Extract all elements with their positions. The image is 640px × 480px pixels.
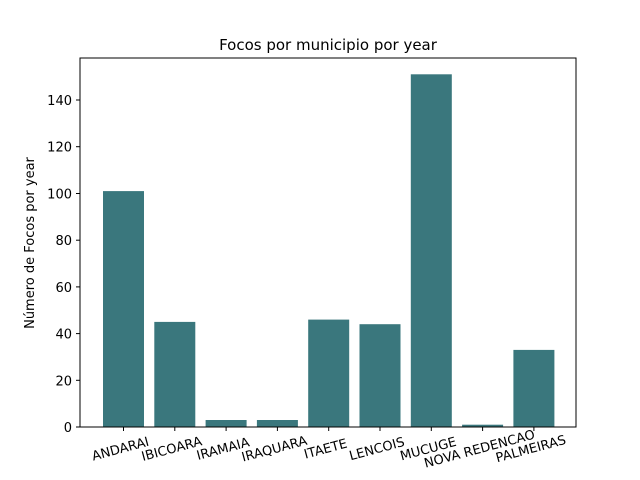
- bar-iraquara: [256, 420, 298, 427]
- y-tick-label: 40: [55, 328, 72, 343]
- chart-title: Focos por municipio por year: [219, 36, 438, 54]
- bar-ibicoara: [154, 321, 196, 427]
- y-tick-label: 100: [47, 188, 72, 203]
- bar-mucuge: [410, 74, 452, 428]
- y-tick-label: 80: [55, 234, 72, 249]
- y-tick-label: 20: [55, 374, 72, 389]
- y-ticks-group: 0 20 40 60 80 100 120 140: [47, 94, 80, 436]
- bar-iramaia: [205, 420, 247, 427]
- bar-itaete: [308, 319, 350, 427]
- y-tick-label: 60: [55, 281, 72, 296]
- y-tick-label: 0: [64, 421, 72, 436]
- y-tick-label: 140: [47, 94, 72, 109]
- plot-frame: [79, 57, 577, 428]
- bar-nova-redencao: [462, 424, 504, 427]
- y-axis-label: Número de Focos por year: [23, 156, 38, 328]
- y-tick-label: 120: [47, 141, 72, 156]
- bar-lencois: [359, 324, 401, 427]
- bar-palmeiras: [513, 349, 555, 427]
- bars-group: [103, 74, 555, 428]
- bar-andarai: [103, 191, 144, 427]
